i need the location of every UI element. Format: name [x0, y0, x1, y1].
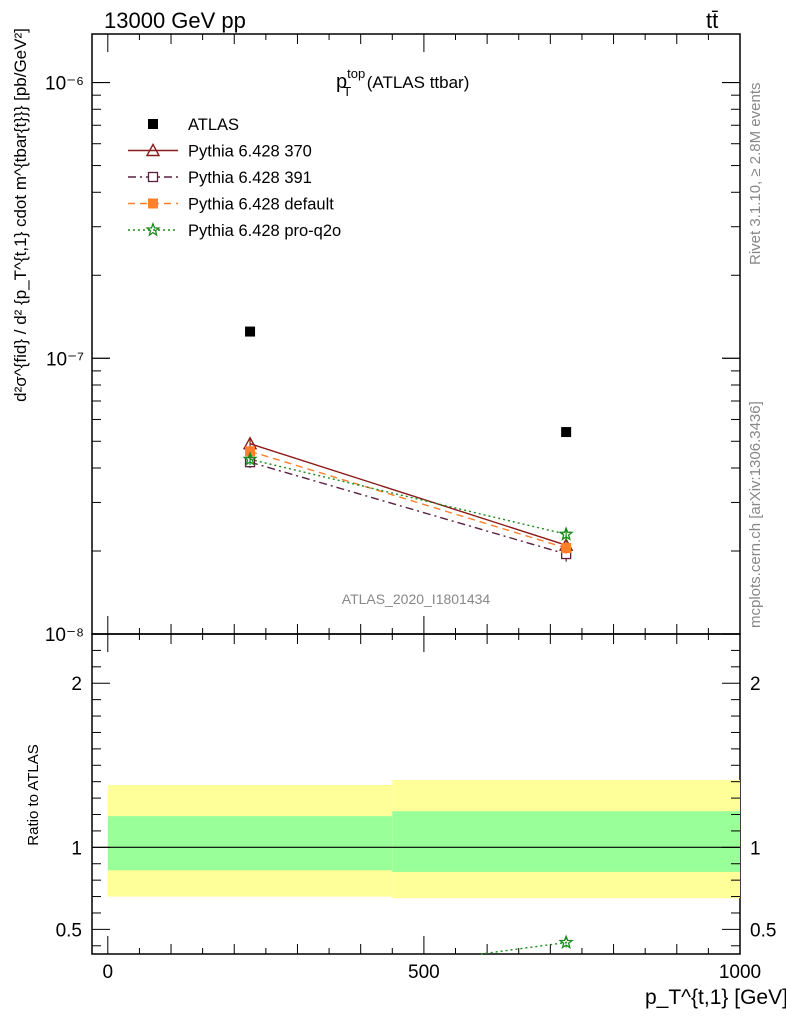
y-tick-label: 10⁻⁸ — [45, 625, 84, 646]
series-pythia-6-428-391 — [244, 456, 572, 562]
legend-entry: ATLAS — [148, 116, 239, 134]
x-axis-label-text: p_T^{t,1} [GeV] — [645, 986, 786, 1009]
legend-label: Pythia 6.428 pro-q2o — [188, 222, 341, 240]
plot-title: ptop T (ATLAS ttbar) — [336, 66, 469, 101]
title-main: p — [336, 71, 347, 93]
energy-label: 13000 GeV pp — [104, 8, 246, 33]
y-tick-label: 10⁻⁶ — [45, 74, 84, 95]
main-y-axis-label: d²σ^{fid} / d² {p_T^{t,1} cdot m^{tbar{t… — [11, 28, 30, 402]
ratio-bands — [92, 780, 740, 899]
data-point — [145, 221, 161, 237]
data-point — [561, 543, 572, 554]
legend-label: ATLAS — [188, 116, 239, 134]
series-line — [249, 461, 567, 555]
x-tick-label: 500 — [408, 962, 440, 983]
x-tick-label: 0 — [103, 962, 114, 983]
data-point — [245, 326, 256, 337]
legend-label: Pythia 6.428 391 — [188, 169, 312, 187]
x-tick-label: 1000 — [719, 962, 761, 983]
title-suffix: (ATLAS ttbar) — [367, 73, 470, 92]
ratio-y-tick-label: 1 — [71, 838, 82, 859]
uncertainty-band-green — [107, 816, 393, 871]
ratio-y-axis-label: Ratio to ATLAS — [25, 744, 42, 845]
ratio-y-tick-label: 2 — [750, 674, 761, 695]
data-point — [561, 427, 572, 438]
data-point — [242, 451, 258, 466]
series-line — [249, 443, 567, 546]
legend-label: Pythia 6.428 370 — [188, 143, 312, 161]
ratio-series — [480, 934, 574, 955]
data-point — [147, 171, 159, 183]
data-point — [558, 526, 574, 541]
ratio-y-tick-label: 0.5 — [56, 920, 82, 941]
ratio-y-tick-label: 0.5 — [750, 920, 776, 941]
ratio-y-tick-label: 1 — [750, 838, 761, 859]
series-atlas — [245, 326, 572, 438]
ratio-y-tick-label: 2 — [71, 674, 82, 695]
legend-label: Pythia 6.428 default — [188, 196, 334, 214]
series-line — [249, 458, 567, 535]
mcplots-label: mcplots.cern.ch [arXiv:1306.3436] — [747, 401, 764, 628]
series-line — [249, 450, 567, 549]
axis-ticks: 10⁻⁸ 10⁻⁷ 10⁻⁶ 0 500 1000 0.5 0.5 1 1 2 2 — [45, 34, 776, 983]
legend-entry: Pythia 6.428 pro-q2o — [128, 221, 341, 240]
rivet-version-label: Rivet 3.1.10, ≥ 2.8M events — [747, 83, 764, 266]
series-pythia-6-428-pro-q2o — [242, 451, 574, 541]
series-layer — [242, 326, 574, 955]
process-label: tt̄ — [706, 8, 718, 33]
y-tick-label: 10⁻⁷ — [46, 349, 84, 370]
data-point — [558, 934, 574, 950]
title-sup: top — [347, 66, 365, 81]
analysis-watermark: ATLAS_2020_I1801434 — [342, 591, 491, 607]
legend-entry: Pythia 6.428 391 — [128, 169, 312, 187]
data-point — [245, 446, 256, 457]
series-pythia-6-428-default — [245, 446, 572, 555]
series-pythia-6-428-370 — [242, 436, 574, 551]
data-point — [148, 119, 158, 129]
legend-entry: Pythia 6.428 default — [128, 196, 334, 214]
uncertainty-band-green — [392, 811, 740, 872]
data-point — [145, 143, 161, 157]
data-point — [148, 198, 158, 209]
x-axis-label: p_T^{t,1} [GeV] — [645, 986, 786, 1009]
legend-entry: Pythia 6.428 370 — [128, 143, 312, 161]
legend: ATLAS Pythia 6.428 370 Pythia 6.428 391 Pyt… — [128, 116, 341, 240]
ratio-line — [480, 941, 567, 955]
title-sub: T — [343, 84, 351, 99]
